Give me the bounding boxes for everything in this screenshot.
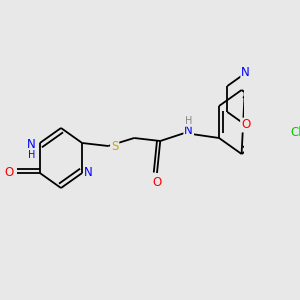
Text: N: N <box>184 124 193 137</box>
Text: N: N <box>27 139 36 152</box>
Text: N: N <box>84 167 93 179</box>
Text: Cl: Cl <box>291 127 300 140</box>
Text: S: S <box>111 140 118 152</box>
Text: H: H <box>28 150 35 160</box>
Text: O: O <box>4 167 14 179</box>
Text: N: N <box>241 67 250 80</box>
Text: O: O <box>241 118 250 131</box>
Text: H: H <box>185 116 192 126</box>
Text: O: O <box>152 176 162 190</box>
